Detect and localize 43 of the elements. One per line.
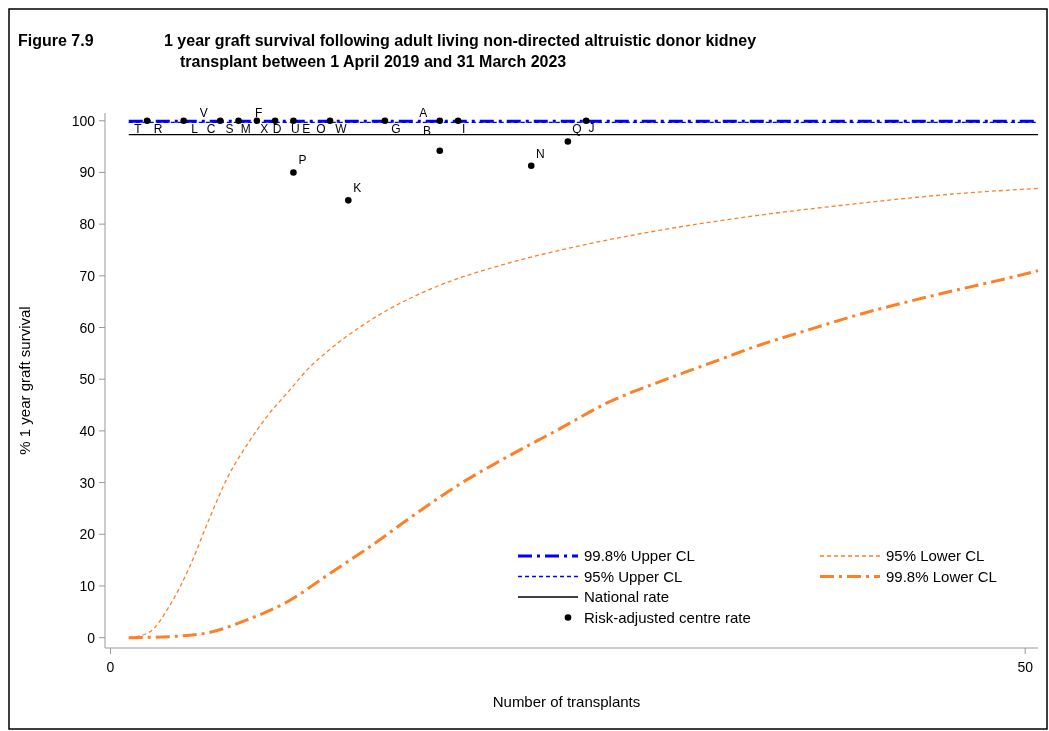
y-tick-label: 50 [79, 371, 96, 388]
annotation: O [316, 121, 326, 136]
y-tick-label: 90 [79, 164, 96, 181]
y-tick-label: 10 [79, 577, 96, 594]
legend-label: 95% Upper CL [584, 567, 683, 585]
annotation: Q [572, 122, 582, 137]
y-tick-label: 100 [71, 112, 96, 129]
annotation: W [335, 121, 348, 136]
y-tick-label: 30 [79, 474, 96, 491]
annotation: F [255, 105, 263, 120]
legend-label: 95% Lower CL [886, 547, 985, 564]
legend-label: 99.8% Lower CL [886, 567, 997, 585]
legend-label: 99.8% Upper CL [584, 547, 695, 564]
annotation: M [240, 121, 251, 136]
annotation: S [225, 121, 234, 136]
y-tick-label: 80 [79, 216, 96, 233]
chart-title: 1 year graft survival following adult living non-directed altruistic donor kidney transplant between 1 April 2019 and 31 March 2023 [164, 32, 757, 70]
y-tick-label: 0 [87, 629, 96, 646]
legend-label: National rate [584, 588, 670, 605]
x-axis-title: Number of transplants [492, 693, 641, 710]
y-tick-label: 20 [79, 526, 96, 543]
annotation: D [272, 121, 282, 136]
annotation: V [199, 105, 208, 120]
annotation: P [298, 153, 307, 168]
annotation: N [535, 146, 545, 161]
annotation: I [461, 121, 466, 136]
annotation: C [206, 121, 216, 136]
annotation: E [302, 121, 311, 136]
annotation: T [134, 121, 143, 136]
annotation: L [191, 121, 199, 136]
annotation: U [290, 121, 300, 136]
annotation: G [391, 121, 401, 136]
annotation: R [153, 121, 163, 136]
annotation: J [588, 120, 595, 135]
annotation: K [353, 181, 362, 196]
annotation: A [419, 105, 428, 120]
legend-label: Risk-adjusted centre rate [584, 608, 751, 626]
y-tick-label: 70 [79, 267, 96, 284]
y-axis-title: % 1 year graft survival [16, 306, 33, 455]
y-tick-label: 60 [79, 319, 96, 336]
y-tick-label: 40 [79, 422, 96, 439]
caption: Figure 7.9 [18, 32, 94, 49]
annotation: X [260, 121, 269, 136]
